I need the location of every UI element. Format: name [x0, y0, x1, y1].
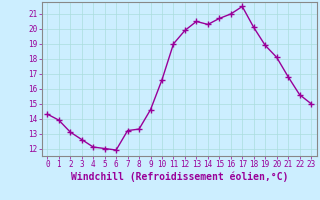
- X-axis label: Windchill (Refroidissement éolien,°C): Windchill (Refroidissement éolien,°C): [70, 172, 288, 182]
